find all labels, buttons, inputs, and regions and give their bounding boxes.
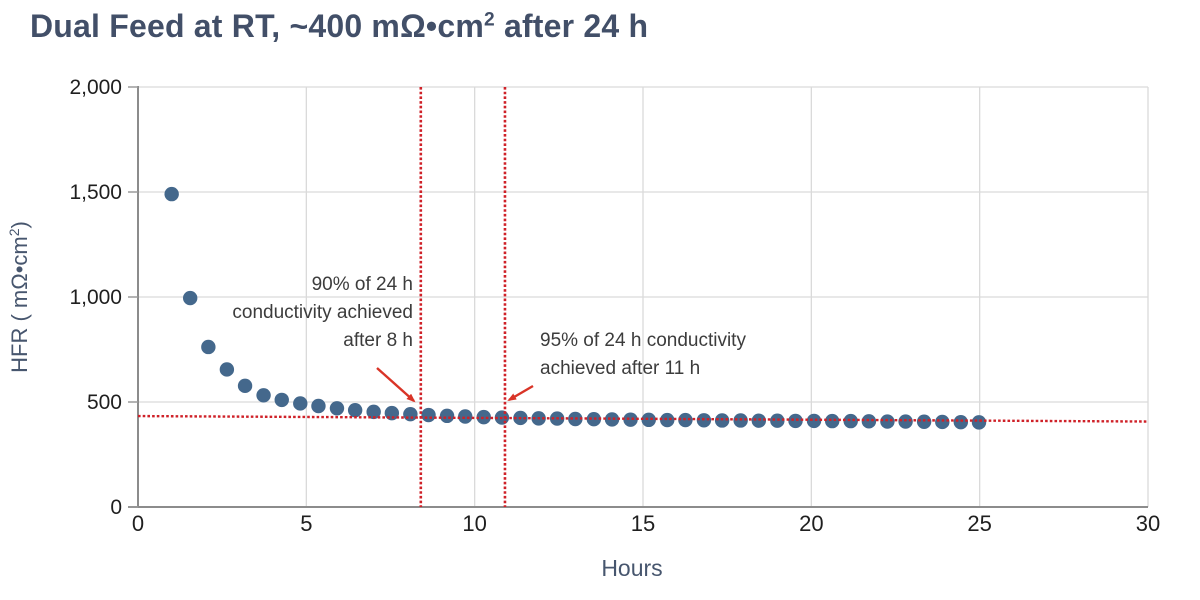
data-point <box>476 409 491 425</box>
y-axis-tick-label: 1,500 <box>69 181 122 204</box>
data-point <box>366 404 381 420</box>
data-point <box>604 412 620 427</box>
data-point <box>916 414 932 429</box>
data-point <box>201 339 216 355</box>
data-point <box>403 406 418 422</box>
y-axis-tick-label: 0 <box>110 496 122 519</box>
annotation-arrow <box>376 367 416 403</box>
x-axis-tick-label: 10 <box>462 511 486 536</box>
data-point <box>788 413 803 429</box>
chart-title-text: Dual Feed at RT, ~400 mΩ•cm <box>30 8 484 44</box>
data-point <box>843 413 858 429</box>
data-point <box>714 413 730 428</box>
data-point <box>880 414 895 429</box>
data-point <box>293 396 308 411</box>
x-axis-tick-label: 30 <box>1136 511 1160 536</box>
data-point <box>660 412 675 428</box>
annotation-text: 90% of 24 h <box>312 274 413 295</box>
data-point <box>237 378 253 394</box>
data-point <box>861 414 877 429</box>
x-axis-tick-label: 5 <box>300 511 312 536</box>
data-point <box>329 401 345 416</box>
annotation-text: achieved after 11 h <box>540 358 700 379</box>
data-point <box>421 407 436 423</box>
data-point <box>641 412 656 428</box>
trend-reference-line <box>137 414 1149 423</box>
y-axis-tick-label: 500 <box>87 391 122 414</box>
x-axis-tick-label: 25 <box>967 511 991 536</box>
data-point <box>182 290 198 306</box>
data-point <box>164 186 179 202</box>
chart-title-suffix: after 24 h <box>494 8 649 44</box>
data-point <box>825 413 840 429</box>
data-point <box>256 388 271 403</box>
annotation-text: after 8 h <box>343 330 413 351</box>
x-axis-tick-label: 0 <box>132 511 144 536</box>
x-axis-tick-label: 15 <box>631 511 655 536</box>
data-point <box>458 409 473 424</box>
chart-title-superscript: 2 <box>483 9 495 31</box>
data-point <box>971 415 987 430</box>
y-axis-tick-label: 2,000 <box>69 76 122 99</box>
y-axis-title: HFR ( mΩ•cm2) <box>6 221 32 373</box>
data-point <box>219 362 235 377</box>
data-point <box>347 402 363 418</box>
x-axis-tick-label: 20 <box>799 511 823 536</box>
data-point <box>274 392 289 408</box>
data-point <box>623 412 638 427</box>
chart-title: Dual Feed at RT, ~400 mΩ•cm2 after 24 h <box>30 8 648 45</box>
data-point <box>953 414 969 430</box>
data-point <box>898 414 913 429</box>
data-point <box>751 413 767 428</box>
annotation-arrow <box>507 384 534 402</box>
data-point <box>586 412 602 427</box>
data-point <box>806 413 822 429</box>
annotation-text: conductivity achieved <box>232 302 413 323</box>
annotation-text: 95% of 24 h conductivity <box>540 330 746 351</box>
data-point <box>311 398 326 414</box>
y-axis-tick-label: 1,000 <box>69 286 122 309</box>
data-point <box>935 414 950 430</box>
x-axis-title: Hours <box>601 555 662 581</box>
data-point <box>439 408 455 424</box>
